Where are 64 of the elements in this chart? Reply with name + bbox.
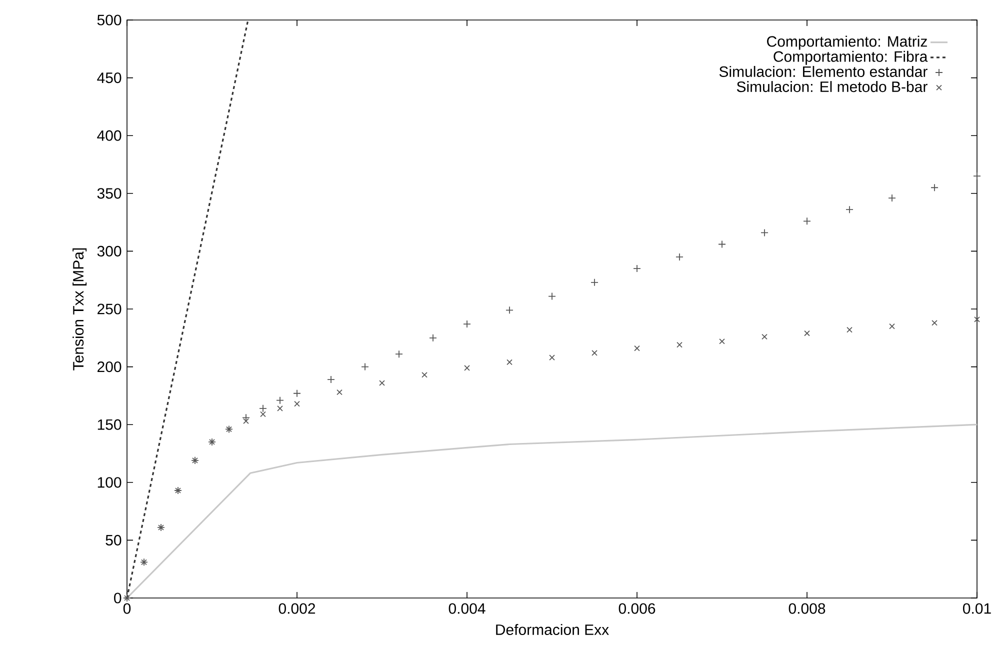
point xyxy=(932,320,938,326)
legend-label: Simulacion: Elemento estandar xyxy=(719,66,928,77)
point xyxy=(804,330,810,336)
x-axis-title: Deformacion Exx xyxy=(496,624,609,636)
point xyxy=(974,316,980,322)
point xyxy=(336,389,342,396)
point xyxy=(243,418,249,424)
point xyxy=(506,359,512,366)
line-series xyxy=(127,424,978,598)
x-tick-label: 0.008 xyxy=(788,603,826,614)
point xyxy=(361,362,369,371)
point xyxy=(260,411,266,418)
point xyxy=(592,350,598,356)
point xyxy=(762,334,768,340)
point xyxy=(846,206,854,214)
point xyxy=(379,380,385,386)
point xyxy=(718,240,726,248)
y-tick-label: 100 xyxy=(98,477,122,488)
x-tick-label: 0.004 xyxy=(448,603,486,614)
point xyxy=(276,396,284,404)
x-tick-label: 0.002 xyxy=(278,603,316,614)
y-axis-title: Tension Txx [MPa] xyxy=(72,248,87,370)
point xyxy=(719,338,725,344)
y-tick-label: 250 xyxy=(98,304,122,314)
point xyxy=(422,372,428,378)
point xyxy=(293,389,301,398)
y-tick-label: 500 xyxy=(97,14,122,26)
y-tick-label: 450 xyxy=(97,72,122,84)
point xyxy=(973,172,981,180)
y-tick-label: 50 xyxy=(106,534,122,546)
point xyxy=(633,264,641,272)
point xyxy=(549,354,555,360)
point xyxy=(846,326,852,333)
point xyxy=(803,217,811,226)
point xyxy=(760,228,768,237)
legend-label: Comportamiento: Matriz xyxy=(767,36,927,50)
point xyxy=(294,400,300,407)
point xyxy=(676,342,682,348)
point xyxy=(889,323,895,330)
legend-label: Simulacion: El metodo B-bar xyxy=(736,81,928,92)
point xyxy=(930,184,938,192)
y-tick-label: 150 xyxy=(98,419,122,430)
legend-label: Comportamiento: Fibra xyxy=(774,50,928,65)
point xyxy=(464,365,470,371)
point xyxy=(277,405,283,412)
y-tick-label: 200 xyxy=(98,361,122,372)
y-tick-label: 300 xyxy=(97,246,122,257)
point xyxy=(463,320,471,328)
point xyxy=(395,350,403,358)
y-tick-label: 400 xyxy=(97,130,122,141)
x-tick-label: 0 xyxy=(123,603,131,614)
y-tick-label: 0 xyxy=(114,592,122,604)
x-tick-label: 0.006 xyxy=(618,603,656,614)
point xyxy=(327,376,335,384)
point xyxy=(634,345,640,352)
point xyxy=(548,292,556,300)
point xyxy=(506,306,514,314)
point xyxy=(259,404,267,412)
point xyxy=(429,334,437,342)
point xyxy=(590,278,598,286)
x-tick-label: 0.01 xyxy=(963,603,991,614)
y-tick-label: 350 xyxy=(97,188,122,199)
point xyxy=(888,194,896,202)
point xyxy=(676,253,684,261)
